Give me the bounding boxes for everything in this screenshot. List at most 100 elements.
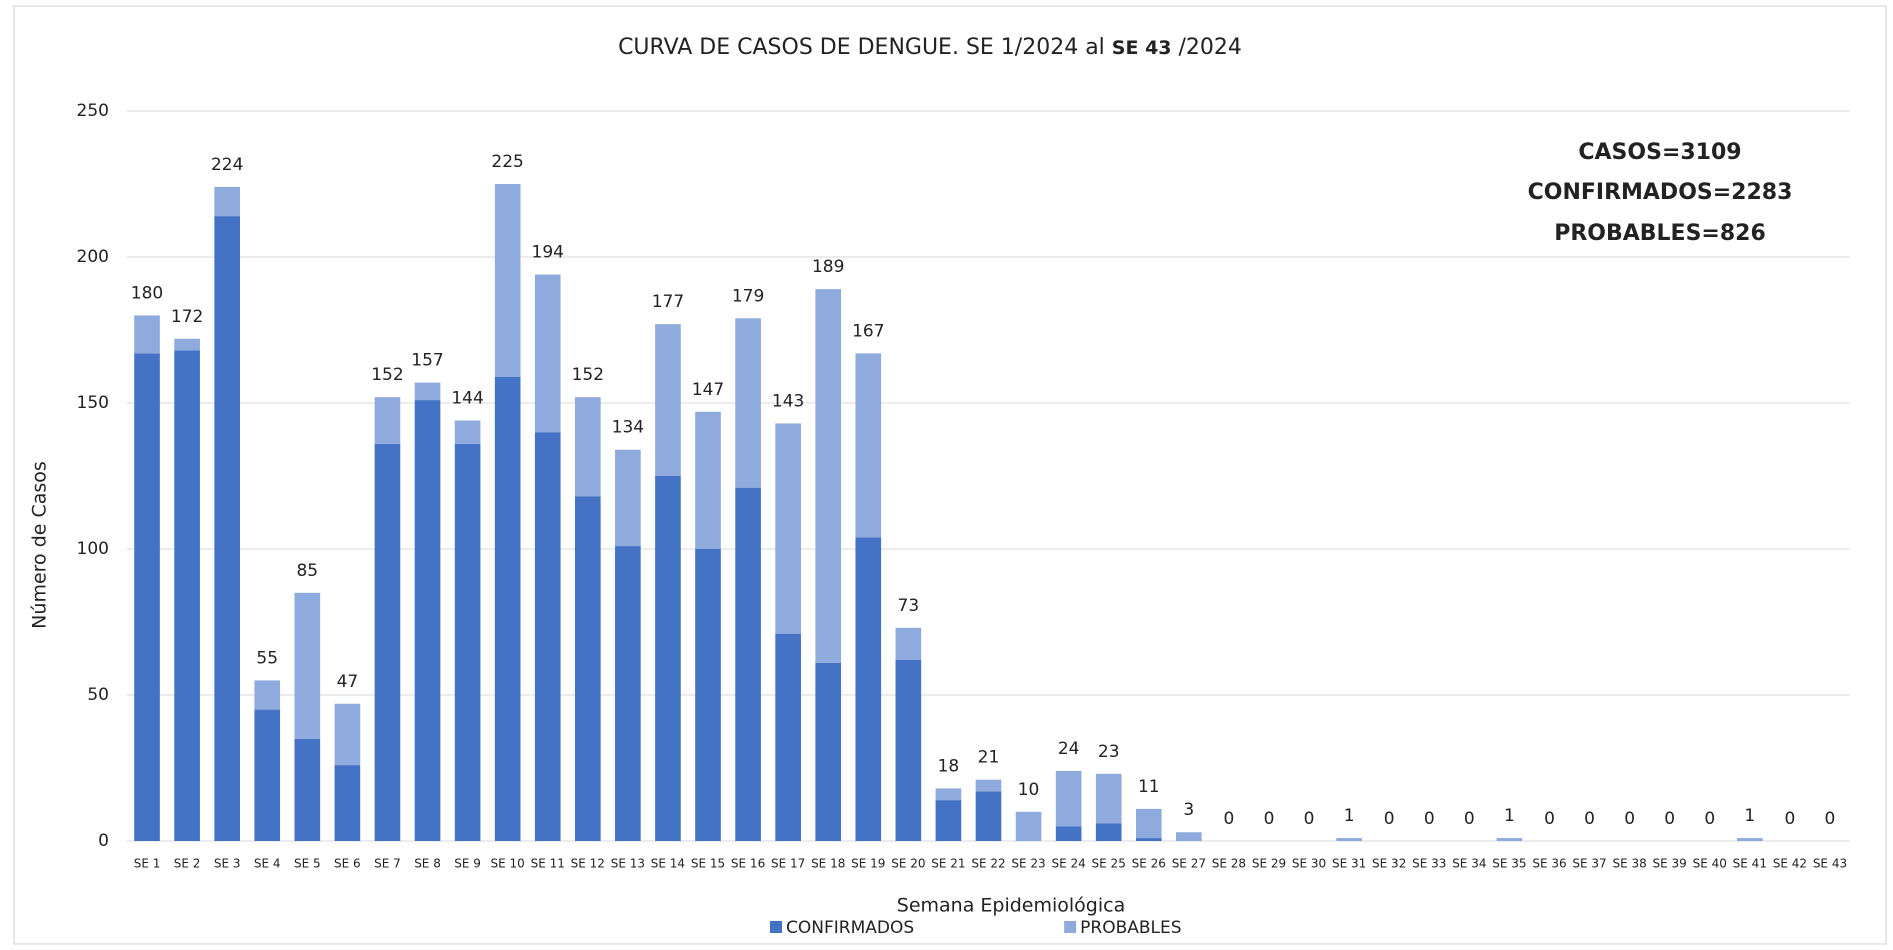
bar-segment [1015, 811, 1042, 841]
x-tick-label: SE 36 [1532, 857, 1566, 871]
data-label: 225 [491, 152, 523, 172]
x-tick-label: SE 19 [851, 857, 885, 871]
x-tick-label: SE 4 [254, 857, 281, 871]
y-tick-label: 250 [77, 101, 109, 121]
data-label: 21 [978, 748, 1000, 768]
bar-segment [214, 186, 240, 217]
x-tick-label: SE 27 [1172, 857, 1206, 871]
data-label: 11 [1138, 777, 1160, 797]
data-label: 0 [1825, 809, 1836, 829]
data-label: 55 [256, 648, 278, 668]
chart-title: CURVA DE CASOS DE DENGUE. SE 1/2024 al S… [618, 35, 1242, 60]
data-label: 177 [652, 292, 684, 312]
bar-segment [134, 315, 160, 354]
bar-segment [1496, 838, 1523, 841]
bar-segment [334, 765, 361, 841]
bar-segment [735, 318, 761, 488]
data-label: 0 [1544, 809, 1555, 829]
legend-swatch [770, 921, 782, 933]
x-tick-label: SE 14 [651, 857, 685, 871]
x-tick-label: SE 30 [1292, 857, 1326, 871]
data-label: 143 [772, 391, 804, 411]
bar-segment [254, 709, 281, 841]
bar-segment [815, 662, 842, 841]
data-label: 0 [1624, 809, 1635, 829]
x-tick-label: SE 34 [1452, 857, 1486, 871]
data-label: 189 [812, 257, 844, 277]
x-tick-label: SE 8 [414, 857, 441, 871]
bar-segment [174, 338, 200, 351]
data-label: 1 [1744, 806, 1755, 826]
x-tick-label: SE 38 [1612, 857, 1646, 871]
data-label: 23 [1098, 742, 1120, 762]
bar-segment [494, 376, 521, 841]
x-tick-label: SE 20 [891, 857, 925, 871]
x-tick-label: SE 29 [1252, 857, 1286, 871]
data-label: 3 [1183, 800, 1194, 820]
x-tick-label: SE 31 [1332, 857, 1366, 871]
x-tick-label: SE 11 [531, 857, 565, 871]
bar-segment [294, 738, 321, 841]
data-label: 224 [211, 155, 243, 175]
bar-segment [655, 324, 681, 476]
data-label: 10 [1018, 780, 1040, 800]
annotation: PROBABLES=826 [1554, 221, 1766, 246]
legend-label: PROBABLES [1080, 918, 1181, 938]
x-tick-label: SE 23 [1011, 857, 1045, 871]
bar-segment [935, 800, 962, 841]
bar-segment [294, 592, 321, 739]
bar-segment [1055, 770, 1082, 827]
bar-segment [174, 350, 200, 841]
bar-segment [615, 449, 641, 547]
x-tick-label: SE 9 [454, 857, 481, 871]
data-label: 134 [612, 418, 644, 438]
bar-segment [975, 791, 1002, 841]
bar-segment [1737, 838, 1763, 841]
data-label: 73 [898, 596, 920, 616]
x-tick-label: SE 35 [1492, 857, 1526, 871]
x-tick-label: SE 15 [691, 857, 725, 871]
x-tick-label: SE 42 [1773, 857, 1807, 871]
data-label: 0 [1704, 809, 1715, 829]
bar-segment [534, 274, 561, 433]
data-label: 18 [938, 756, 960, 776]
x-tick-label: SE 37 [1572, 857, 1606, 871]
x-tick-label: SE 12 [571, 857, 605, 871]
data-label: 0 [1264, 809, 1275, 829]
bar-segment [735, 487, 761, 841]
title-part: SE 43 [1112, 37, 1172, 59]
y-tick-label: 200 [77, 247, 109, 267]
bar-segment [695, 549, 721, 841]
bar-segment [214, 216, 240, 841]
x-tick-label: SE 22 [971, 857, 1005, 871]
data-label: 180 [131, 283, 163, 303]
bar-segment [454, 443, 481, 841]
x-tick-label: SE 17 [771, 857, 805, 871]
data-label: 0 [1224, 809, 1235, 829]
bar-segment [1336, 838, 1362, 841]
bar-segment [615, 546, 641, 841]
x-tick-label: SE 43 [1813, 857, 1847, 871]
bar-segment [254, 680, 281, 710]
bar-segment [815, 289, 842, 663]
bar-segment [414, 382, 441, 401]
x-tick-label: SE 33 [1412, 857, 1446, 871]
data-label: 147 [692, 380, 724, 400]
bar-segment [775, 633, 801, 841]
y-tick-label: 50 [87, 685, 109, 705]
bar-segment [895, 659, 922, 841]
data-label: 0 [1304, 809, 1315, 829]
data-label: 1 [1504, 806, 1515, 826]
y-tick-label: 100 [77, 539, 109, 559]
x-tick-label: SE 39 [1653, 857, 1687, 871]
data-label: 1 [1344, 806, 1355, 826]
data-label: 179 [732, 286, 764, 306]
data-label: 24 [1058, 739, 1080, 759]
x-tick-label: SE 5 [294, 857, 321, 871]
bar-segment [1055, 826, 1082, 841]
bar-segment [574, 496, 601, 841]
data-label: 0 [1424, 809, 1435, 829]
data-label: 172 [171, 307, 203, 327]
bar-segment [975, 779, 1002, 792]
